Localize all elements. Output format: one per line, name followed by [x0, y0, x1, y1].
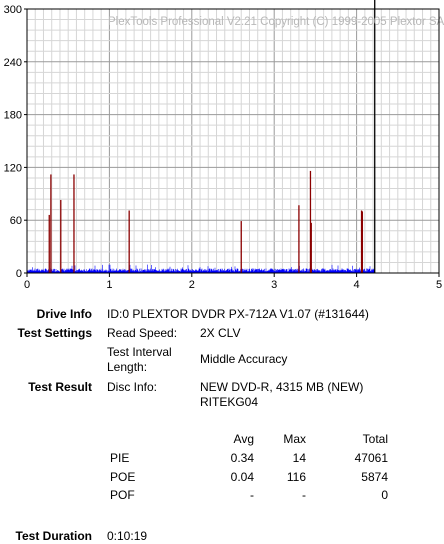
- y-tick-label: 60: [10, 215, 22, 227]
- x-tick-label: 2: [189, 279, 195, 291]
- read-speed-value: 2X CLV: [200, 326, 241, 340]
- x-tick-label: 4: [354, 279, 360, 291]
- stats-row-max: -: [302, 488, 306, 502]
- pie-noise-bars: [26, 264, 375, 273]
- stats-row-name: POF: [110, 488, 135, 502]
- stats-header-total: Total: [362, 432, 388, 446]
- interval-label-line1: Test Interval: [107, 345, 172, 359]
- y-tick-label: 240: [4, 57, 22, 69]
- stats-row-total: 47061: [354, 451, 388, 465]
- y-tick-label: 0: [16, 268, 22, 280]
- y-tick-label: 300: [4, 4, 22, 16]
- error-rate-chart: PlexTools Professional V2.21 Copyright (…: [4, 0, 444, 291]
- stats-row-avg: 0.04: [230, 470, 254, 484]
- stats-row-max: 14: [292, 451, 306, 465]
- stats-row-name: PIE: [110, 451, 130, 465]
- disc-info-line1: NEW DVD-R, 4315 MB (NEW): [200, 380, 364, 394]
- drive-info-value: ID:0 PLEXTOR DVDR PX-712A V1.07 (#131644…: [107, 307, 369, 321]
- x-tick-label: 1: [106, 279, 112, 291]
- y-axis-ticks: 0 60 120 180 240 300: [4, 4, 27, 280]
- disc-info-label: Disc Info:: [107, 380, 158, 394]
- x-axis-ticks: 0 1 2 3 4 5: [24, 273, 442, 291]
- x-tick-label: 5: [436, 279, 442, 291]
- interval-value: Middle Accuracy: [200, 352, 288, 366]
- test-duration-label: Test Duration: [15, 529, 92, 543]
- poe-series: [48, 170, 364, 273]
- watermark: PlexTools Professional V2.21 Copyright (…: [108, 16, 444, 28]
- stats-header-avg: Avg: [233, 432, 254, 446]
- stats-row-total: 0: [381, 488, 388, 502]
- stats-row-max: 116: [286, 470, 306, 484]
- y-tick-label: 180: [4, 110, 22, 122]
- interval-label-line2: Length:: [107, 360, 148, 374]
- stats-row-name: POE: [110, 470, 136, 484]
- y-tick-label: 120: [4, 162, 22, 174]
- stats-header-max: Max: [283, 432, 306, 446]
- test-result-label: Test Result: [28, 380, 92, 394]
- drive-info-label: Drive Info: [36, 307, 92, 321]
- plot-frame: [26, 8, 440, 274]
- x-tick-label: 3: [271, 279, 277, 291]
- stats-row-avg: 0.34: [230, 451, 254, 465]
- test-settings-label: Test Settings: [17, 326, 92, 340]
- disc-info-line2: RITEKG04: [200, 395, 259, 409]
- pie-series: [26, 264, 375, 273]
- read-speed-label: Read Speed:: [107, 326, 178, 340]
- stats-row-total: 5874: [361, 470, 388, 484]
- chart-grid: [27, 9, 439, 273]
- x-tick-label: 0: [24, 279, 30, 291]
- stats-row-avg: -: [250, 488, 254, 502]
- test-duration-value: 0:10:19: [107, 529, 148, 543]
